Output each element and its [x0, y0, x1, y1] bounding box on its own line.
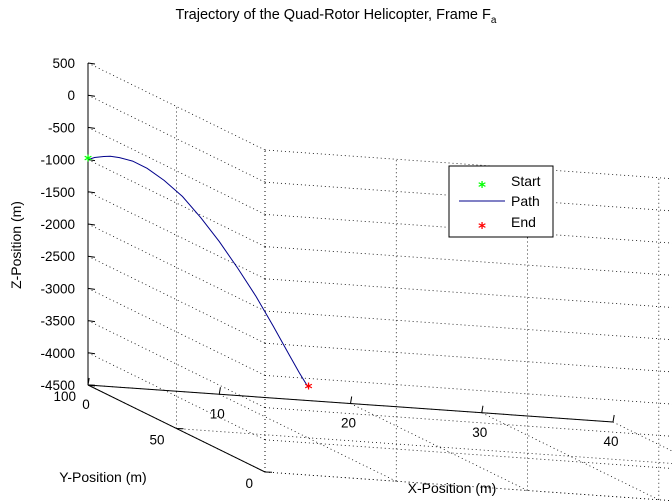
z-tick-label: -2000 — [40, 217, 75, 232]
legend-end-label: End — [511, 214, 536, 230]
y-tick-label: 0 — [245, 476, 253, 491]
grid-line-x — [350, 403, 528, 491]
x-tick-label: 10 — [210, 406, 225, 421]
z-tick-mark — [87, 159, 96, 162]
z-tick-mark — [87, 352, 96, 355]
x-tick-mark — [350, 396, 353, 404]
z-tick-mark — [87, 126, 96, 129]
z-tick-label: -1500 — [40, 185, 75, 200]
legend-start-label: Start — [511, 173, 541, 189]
z-tick-label: 500 — [52, 56, 75, 71]
grid-line-y — [176, 428, 672, 464]
x-tick-mark — [218, 387, 221, 395]
x-tick-mark — [481, 405, 484, 413]
y-tick-label: 50 — [149, 433, 164, 448]
z-tick-label: -4500 — [40, 378, 75, 393]
grid-lines — [87, 62, 672, 502]
x-tick-mark — [612, 414, 615, 423]
grid-line-z — [264, 246, 672, 276]
x-axis-label: X-Position (m) — [408, 480, 497, 496]
marker-end: * — [305, 380, 313, 398]
grid-line-x — [481, 412, 659, 501]
z-tick-label: -500 — [48, 120, 75, 135]
z-tick-mark — [87, 223, 96, 226]
x-tick-label: 30 — [472, 425, 487, 440]
grid-line-z — [87, 62, 266, 151]
legend: * Start Path * End — [448, 165, 554, 238]
legend-end-marker: * — [478, 219, 486, 237]
tick-labels: 0 10 20 30 40 0 50 100 500 0 -500 -1000 -1500 -2000 -2… — [40, 56, 618, 491]
grid-line-z — [87, 320, 266, 408]
grid-line-z — [87, 255, 266, 344]
series-path-path — [87, 155, 309, 388]
z-tick-mark — [87, 287, 96, 290]
chart-title: Trajectory of the Quad-Rotor Helicopter,… — [176, 7, 497, 26]
grid-line-z — [87, 159, 266, 247]
grid-line-z — [87, 223, 266, 312]
grid-line-z — [264, 278, 672, 308]
grid-line-z — [87, 127, 266, 215]
marker-start: * — [84, 152, 92, 170]
z-tick-mark — [87, 384, 96, 387]
series-layer: ** — [84, 152, 313, 398]
x-tick-label: 40 — [603, 434, 618, 449]
grid-line-z — [87, 94, 266, 183]
z-tick-label: -3000 — [40, 281, 75, 296]
z-tick-label: 0 — [67, 88, 75, 103]
grid-line-z — [87, 191, 266, 280]
y-tick-label: 100 — [53, 389, 76, 404]
grid-line-x — [612, 421, 672, 452]
z-tick-mark — [87, 94, 96, 97]
z-tick-mark — [87, 62, 96, 65]
legend-start-marker: * — [478, 178, 486, 196]
y-axis-label: Y-Position (m) — [59, 469, 146, 485]
x-tick-label: 0 — [82, 397, 90, 412]
z-tick-label: -4000 — [40, 346, 75, 361]
x-tick-mark — [87, 377, 90, 386]
z-tick-label: -1000 — [40, 153, 75, 168]
z-tick-mark — [87, 191, 96, 194]
z-tick-label: -3500 — [40, 314, 75, 329]
axes-box — [87, 63, 614, 473]
z-tick-mark — [87, 255, 96, 258]
grid-line-x — [219, 393, 397, 482]
z-axis-label: Z-Position (m) — [8, 201, 24, 289]
grid-line-z — [87, 288, 266, 376]
z-tick-label: -2500 — [40, 249, 75, 264]
z-tick-mark — [87, 320, 96, 323]
x-tick-label: 20 — [341, 416, 356, 431]
chart-title-subscript: a — [491, 15, 497, 26]
grid-line-z — [264, 310, 672, 341]
grid-line-z — [264, 342, 672, 373]
grid-line-z — [264, 375, 672, 405]
grid-line-z — [87, 352, 266, 441]
legend-path-label: Path — [511, 193, 540, 209]
